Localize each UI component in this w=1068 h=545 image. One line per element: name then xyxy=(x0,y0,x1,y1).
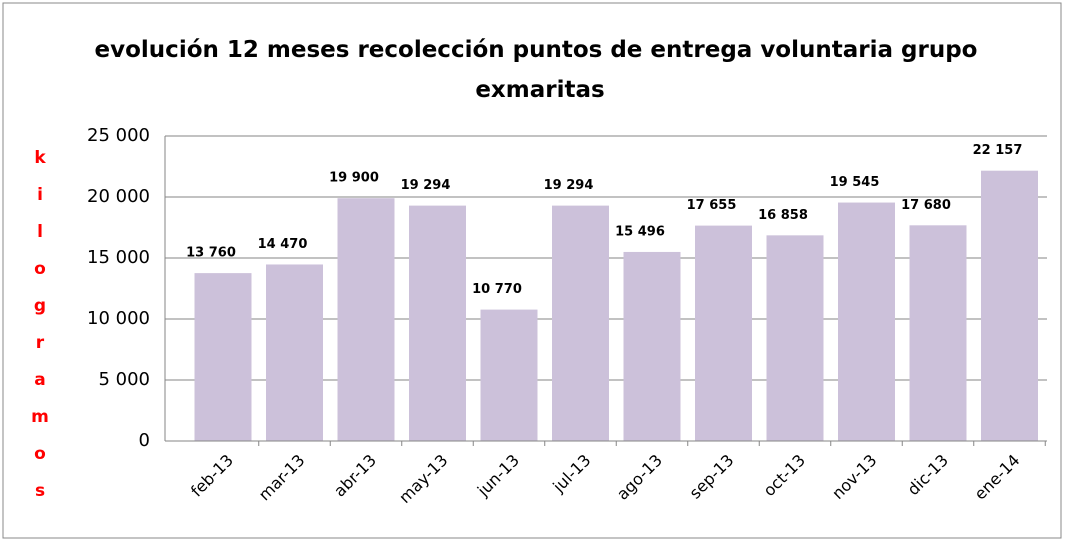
y-axis-label: kilogramos xyxy=(30,148,50,518)
chart-title: evolución 12 meses recolección puntos de… xyxy=(95,37,986,103)
value-label: 10 770 xyxy=(472,282,522,297)
bar xyxy=(266,264,323,441)
bar xyxy=(838,202,895,441)
y-tick-label: 5 000 xyxy=(98,369,150,390)
bar xyxy=(194,273,252,441)
y-tick-label: 0 xyxy=(139,430,150,451)
bar xyxy=(552,205,609,441)
y-tick-label: 20 000 xyxy=(87,186,150,207)
value-label: 14 470 xyxy=(258,237,308,252)
value-label: 22 157 xyxy=(973,143,1023,158)
bar xyxy=(909,225,967,441)
value-label: 17 680 xyxy=(901,198,951,213)
bar xyxy=(623,251,681,441)
value-label: 15 496 xyxy=(615,224,665,239)
y-tick-label: 15 000 xyxy=(87,247,150,268)
value-label: 19 294 xyxy=(544,178,594,193)
bar xyxy=(981,170,1038,441)
value-label: 19 900 xyxy=(329,171,379,186)
value-label: 13 760 xyxy=(186,246,236,261)
y-tick-label: 25 000 xyxy=(87,125,150,146)
value-label: 16 858 xyxy=(758,208,808,223)
value-label: 19 545 xyxy=(830,175,880,190)
bar xyxy=(480,309,538,441)
bar xyxy=(766,235,824,441)
y-tick-label: 10 000 xyxy=(87,308,150,329)
bar xyxy=(695,225,752,441)
bar xyxy=(409,205,466,441)
bar xyxy=(337,198,395,441)
value-label: 17 655 xyxy=(687,198,737,213)
value-label: 19 294 xyxy=(401,178,451,193)
